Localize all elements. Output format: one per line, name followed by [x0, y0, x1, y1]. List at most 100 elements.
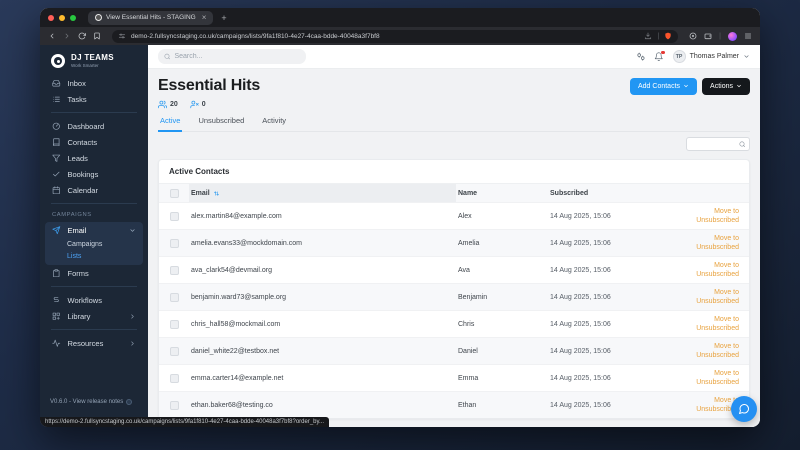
new-tab-button[interactable]: + — [221, 12, 227, 23]
tab-activity[interactable]: Activity — [262, 116, 287, 125]
table-search-input[interactable] — [691, 140, 736, 148]
fullscreen-window-button[interactable] — [70, 14, 76, 21]
sidebar-item-campaigns[interactable]: Campaigns — [67, 240, 103, 248]
row-checkbox[interactable] — [169, 265, 179, 275]
sidebar-item-contacts[interactable]: Contacts — [40, 134, 148, 150]
brave-shield-icon[interactable] — [664, 32, 672, 40]
library-icon — [52, 312, 60, 320]
contacts-icon — [53, 138, 60, 146]
page-title: Essential Hits — [158, 77, 261, 94]
select-all-checkbox[interactable] — [169, 188, 179, 198]
table-row: daniel_white22@testbox.net Daniel 14 Aug… — [159, 337, 749, 364]
unsubscribed-count: 0 — [190, 100, 206, 109]
avatar: TP — [672, 50, 686, 63]
inbox-icon — [52, 79, 61, 87]
row-email: amelia.evans33@mockdomain.com — [191, 239, 302, 247]
sidebar-item-bookings[interactable]: Bookings — [40, 166, 148, 182]
sidebar-item-tasks[interactable]: Tasks — [40, 91, 148, 107]
table-row: amelia.evans33@mockdomain.com Amelia 14 … — [159, 229, 749, 256]
sidebar-item-email[interactable]: Email — [45, 223, 143, 238]
back-icon[interactable] — [48, 32, 56, 40]
table-search[interactable] — [686, 137, 750, 151]
tab-unsubscribed[interactable]: Unsubscribed — [198, 116, 245, 125]
tab-active[interactable]: Active — [158, 116, 183, 132]
move-to-unsubscribed-link[interactable]: Move to Unsubscribed — [696, 207, 739, 224]
divider — [51, 112, 137, 113]
row-email: benjamin.ward73@sample.org — [191, 293, 287, 301]
global-search[interactable] — [158, 49, 306, 64]
sort-icon[interactable] — [213, 190, 220, 197]
browser-profile-avatar[interactable] — [728, 31, 737, 41]
chevron-right-icon — [129, 313, 136, 320]
column-subscribed[interactable]: Subscribed — [550, 189, 589, 197]
row-checkbox[interactable] — [169, 373, 179, 383]
column-name[interactable]: Name — [458, 189, 478, 197]
browser-window: View Essential Hits - STAGING × + demo-2… — [40, 8, 760, 427]
sidebar-item-forms[interactable]: Forms — [40, 265, 148, 281]
table-row: ava_clark54@devmail.org Ava 14 Aug 2025,… — [159, 256, 749, 283]
ai-assistant-icon[interactable] — [689, 32, 697, 40]
window-controls — [48, 14, 76, 21]
row-subscribed: 14 Aug 2025, 15:06 — [550, 212, 611, 220]
move-to-unsubscribed-link[interactable]: Move to Unsubscribed — [696, 396, 739, 413]
settings-gears-icon[interactable] — [636, 52, 646, 62]
dashboard-icon — [52, 122, 60, 130]
row-name: Ava — [458, 266, 470, 274]
column-email[interactable]: Email — [191, 189, 210, 197]
sidebar-item-lists[interactable]: Lists — [67, 252, 82, 260]
chat-widget-button[interactable] — [731, 396, 757, 422]
row-checkbox[interactable] — [169, 346, 179, 356]
tab-close-icon[interactable]: × — [201, 13, 207, 22]
notifications-bell-icon[interactable] — [654, 50, 665, 62]
search-input[interactable] — [174, 53, 300, 60]
sidebar-item-calendar[interactable]: Calendar — [40, 182, 148, 198]
row-checkbox[interactable] — [169, 211, 179, 221]
close-window-button[interactable] — [48, 14, 54, 21]
download-icon[interactable] — [644, 32, 652, 40]
page-content: Essential Hits Add Contacts Actions — [148, 69, 760, 427]
active-contacts-card: Active Contacts Email Name Subscribed — [158, 159, 750, 419]
move-to-unsubscribed-link[interactable]: Move to Unsubscribed — [696, 315, 739, 332]
bookmark-sidebar-icon[interactable] — [93, 32, 101, 40]
forward-icon[interactable] — [63, 32, 71, 40]
move-to-unsubscribed-link[interactable]: Move to Unsubscribed — [696, 234, 739, 251]
sidebar-item-leads[interactable]: Leads — [40, 150, 148, 166]
browser-tab[interactable]: View Essential Hits - STAGING × — [88, 10, 214, 25]
move-to-unsubscribed-link[interactable]: Move to Unsubscribed — [696, 288, 739, 305]
version-note[interactable]: V0.6.0 - View release notes — [50, 399, 133, 405]
add-contacts-button[interactable]: Add Contacts — [630, 77, 698, 95]
minimize-window-button[interactable] — [59, 14, 65, 21]
wallet-icon[interactable] — [704, 32, 712, 40]
move-to-unsubscribed-link[interactable]: Move to Unsubscribed — [696, 261, 739, 278]
sidebar-item-workflows[interactable]: Workflows — [40, 292, 148, 308]
calendar-icon — [52, 186, 60, 194]
row-checkbox[interactable] — [169, 319, 179, 329]
row-checkbox[interactable] — [169, 292, 179, 302]
browser-menu-icon[interactable] — [744, 32, 752, 40]
chevron-down-icon — [129, 227, 136, 234]
divider: | — [657, 32, 660, 40]
user-name: Thomas Palmer — [689, 53, 739, 60]
sidebar-item-inbox[interactable]: Inbox — [40, 75, 148, 91]
tasks-icon — [53, 96, 60, 102]
user-x-icon — [190, 100, 199, 109]
move-to-unsubscribed-link[interactable]: Move to Unsubscribed — [696, 342, 739, 359]
row-checkbox[interactable] — [169, 400, 179, 410]
sidebar-item-resources[interactable]: Resources — [40, 335, 148, 351]
move-to-unsubscribed-link[interactable]: Move to Unsubscribed — [696, 369, 739, 386]
logo-icon — [51, 54, 65, 68]
chevron-down-icon — [737, 84, 741, 88]
actions-button[interactable]: Actions — [702, 77, 750, 95]
sidebar-item-dashboard[interactable]: Dashboard — [40, 118, 148, 134]
card-title: Active Contacts — [159, 160, 749, 184]
sidebar-item-library[interactable]: Library — [40, 308, 148, 324]
address-bar[interactable]: demo-2.fullsyncstaging.co.uk/campaigns/l… — [112, 29, 679, 43]
campaigns-section-label: CAMPAIGNS — [52, 212, 92, 218]
reload-icon[interactable] — [78, 32, 86, 40]
site-settings-icon[interactable] — [118, 32, 126, 40]
sidebar-email-group: Email Campaigns Lists — [45, 222, 143, 265]
row-subscribed: 14 Aug 2025, 15:06 — [550, 347, 611, 355]
user-menu[interactable]: TP Thomas Palmer — [672, 50, 750, 63]
logo-title: DJ TEAMS — [71, 53, 114, 63]
row-checkbox[interactable] — [169, 238, 179, 248]
